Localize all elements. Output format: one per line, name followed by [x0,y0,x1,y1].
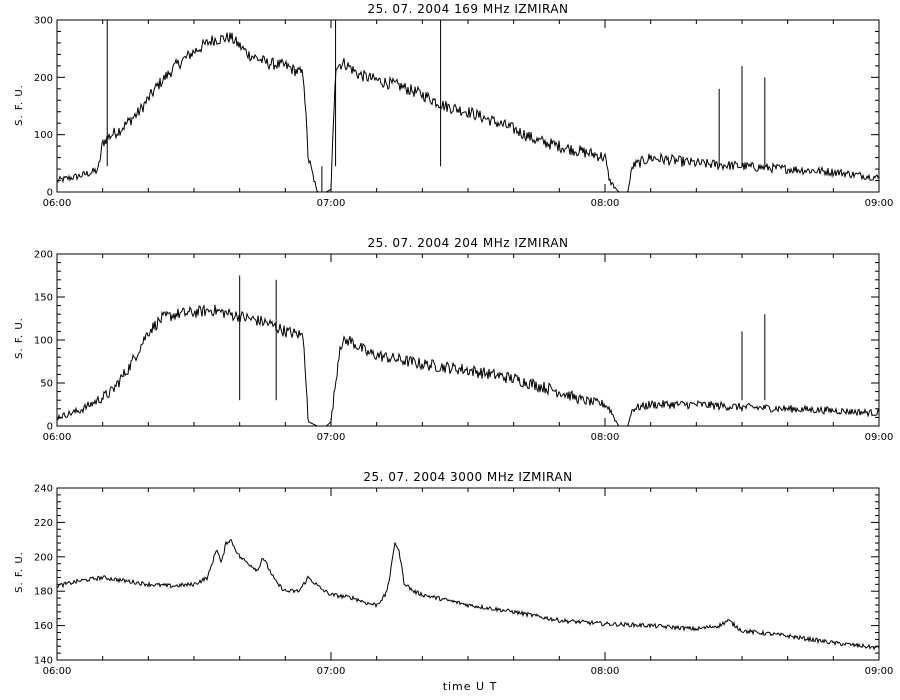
x-tick-label: 08:00 [591,666,620,677]
panel-204mhz-frame [56,253,880,427]
y-tick-label: 100 [34,336,53,347]
x-tick-label: 09:00 [865,198,894,209]
panel-169mhz-title: 25. 07. 2004 169 MHz IZMIRAN [367,2,568,16]
panel-169mhz: 25. 07. 2004 169 MHz IZMIRAN S. F. U. 06… [14,2,893,209]
y-tick-label: 200 [34,250,53,261]
y-tick-label: 200 [34,552,53,563]
panel-169mhz-series-line [56,32,880,193]
panel-204mhz-series-line [56,304,880,427]
x-tick-label: 06:00 [43,198,72,209]
y-tick-label: 0 [47,422,53,433]
x-tick-label: 07:00 [317,666,346,677]
x-tick-label: 09:00 [865,666,894,677]
panel-204mhz-ticks: 06:00 07:00 08:00 09:00 0 50 100 150 200 [34,250,894,444]
x-tick-label: 06:00 [43,432,72,443]
y-tick-label: 220 [34,518,53,529]
x-tick-label: 08:00 [591,198,620,209]
panel-169mhz-frame [56,19,880,193]
panel-204mhz-ylabel: S. F. U. [14,317,25,359]
y-tick-label: 180 [34,587,53,598]
x-tick-label: 06:00 [43,666,72,677]
panel-3000mhz-frame [56,487,880,661]
y-tick-label: 160 [34,621,53,632]
y-tick-label: 200 [34,73,53,84]
y-tick-label: 140 [34,656,53,667]
panel-3000mhz-xlabel: time U T [443,680,498,693]
panel-3000mhz: 25. 07. 2004 3000 MHz IZMIRAN S. F. U. 0… [14,470,893,693]
panel-204mhz-title: 25. 07. 2004 204 MHz IZMIRAN [367,236,568,250]
y-tick-label: 100 [34,130,53,141]
panel-169mhz-spikes [106,20,766,192]
panel-3000mhz-title: 25. 07. 2004 3000 MHz IZMIRAN [363,470,572,484]
y-tick-label: 50 [40,379,53,390]
panel-204mhz: 25. 07. 2004 204 MHz IZMIRAN S. F. U. 06… [14,236,893,443]
x-tick-label: 08:00 [591,432,620,443]
panel-3000mhz-ylabel: S. F. U. [14,551,25,593]
y-tick-label: 0 [47,188,53,199]
panel-3000mhz-ticks: 06:00 07:00 08:00 09:00 140 160 180 200 220 240 [34,484,894,678]
y-tick-label: 240 [34,484,53,495]
y-tick-label: 150 [34,293,53,304]
panel-3000mhz-series-line [56,538,880,651]
y-tick-label: 300 [34,16,53,27]
x-tick-label: 07:00 [317,432,346,443]
x-tick-label: 09:00 [865,432,894,443]
x-tick-label: 07:00 [317,198,346,209]
panel-169mhz-ylabel: S. F. U. [14,84,25,126]
panel-204mhz-spikes [239,275,766,401]
